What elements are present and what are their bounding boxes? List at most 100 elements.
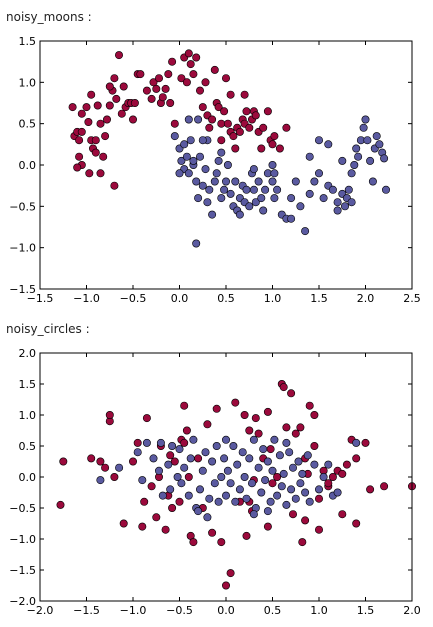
x-tick-label: 2.5: [403, 292, 421, 305]
data-point-0-1-48: [301, 227, 310, 236]
data-point-0-0-56: [205, 123, 214, 132]
data-point-1-0-59: [310, 442, 319, 451]
data-point-1-1-44: [261, 476, 270, 485]
data-point-1-0-0: [59, 457, 68, 466]
data-point-1-0-3: [96, 457, 105, 466]
data-point-0-1-37: [259, 206, 268, 215]
data-point-0-1-2: [177, 156, 186, 165]
data-point-0-0-49: [186, 60, 195, 69]
data-point-0-0-29: [129, 115, 138, 124]
data-point-0-0-60: [214, 103, 223, 112]
data-point-1-1-53: [282, 500, 291, 509]
data-point-1-0-60: [314, 494, 323, 503]
data-point-0-1-14: [205, 185, 214, 194]
data-point-1-1-21: [208, 457, 217, 466]
data-point-0-1-82: [192, 239, 201, 248]
data-point-0-0-47: [182, 78, 191, 87]
data-point-1-0-72: [352, 519, 361, 528]
data-point-1-1-71: [175, 445, 184, 454]
data-point-1-1-23: [212, 442, 221, 451]
data-point-0-0-93: [217, 136, 226, 145]
data-point-0-0-77: [259, 123, 268, 132]
caption-noisy-circles: noisy_circles :: [6, 322, 90, 336]
y-tick-label: 0.0: [19, 471, 37, 484]
data-point-1-1-49: [273, 491, 282, 500]
data-point-0-1-83: [235, 210, 244, 219]
data-point-0-1-92: [180, 140, 189, 149]
data-point-0-1-63: [354, 152, 363, 161]
data-point-1-1-25: [217, 473, 226, 482]
data-point-0-1-19: [217, 194, 226, 203]
x-tick-label: −0.5: [166, 604, 193, 617]
data-point-1-0-32: [217, 538, 226, 547]
data-point-0-1-81: [175, 169, 184, 178]
data-point-0-0-44: [170, 119, 179, 128]
data-point-1-1-67: [324, 460, 333, 469]
data-point-1-1-54: [285, 448, 294, 457]
data-point-0-0-6: [84, 118, 93, 127]
data-point-1-0-47: [268, 479, 277, 488]
data-point-0-1-91: [184, 115, 193, 124]
data-point-0-1-52: [319, 194, 328, 203]
x-tick-label: 0.0: [217, 604, 235, 617]
data-point-1-1-43: [259, 445, 268, 454]
scatter-plot-noisy-circles: −2.0 −1.5 −1.0 −0.5 0.0 0.5 1.0 1.5 2.0 2.0 1.5 1.0…: [9, 347, 420, 617]
x-tick-label: 0.5: [264, 604, 282, 617]
data-point-0-1-88: [203, 198, 212, 207]
data-point-1-0-31: [212, 404, 221, 413]
data-point-1-0-27: [194, 454, 203, 463]
data-point-0-1-4: [182, 152, 191, 161]
data-point-0-1-18: [214, 156, 223, 165]
data-point-0-0-5: [82, 103, 91, 112]
data-point-1-1-0: [96, 476, 105, 485]
data-point-1-0-66: [342, 460, 351, 469]
data-point-1-0-77: [138, 522, 147, 531]
data-point-0-1-17: [212, 169, 221, 178]
data-point-0-1-40: [268, 177, 277, 186]
data-point-1-1-37: [245, 454, 254, 463]
data-point-1-0-43: [254, 429, 263, 438]
data-point-1-1-69: [249, 510, 258, 519]
data-point-0-0-58: [210, 65, 219, 74]
data-point-1-1-62: [303, 451, 312, 460]
data-point-0-1-55: [333, 198, 342, 207]
data-point-0-0-19: [105, 101, 114, 110]
data-point-1-1-13: [184, 491, 193, 500]
data-point-1-1-5: [155, 466, 164, 475]
plot-frame: [39, 352, 413, 602]
x-tick-label: −1.5: [73, 604, 100, 617]
data-point-0-0-0: [68, 103, 77, 112]
data-point-0-0-53: [198, 103, 207, 112]
data-point-1-0-8: [129, 457, 138, 466]
data-point-1-0-51: [282, 423, 291, 432]
data-point-0-1-93: [194, 115, 203, 124]
data-point-0-0-54: [201, 78, 210, 87]
data-point-1-0-29: [203, 420, 212, 429]
data-point-1-1-10: [173, 473, 182, 482]
data-point-1-0-68: [361, 438, 370, 447]
data-point-1-0-48: [273, 473, 282, 482]
data-point-0-1-69: [368, 177, 377, 186]
data-point-1-1-50: [275, 451, 284, 460]
data-point-0-0-23: [115, 51, 124, 60]
data-point-1-0-33: [222, 581, 231, 590]
data-point-0-1-34: [251, 198, 260, 207]
data-point-0-1-0: [170, 132, 179, 141]
data-point-0-1-47: [296, 202, 305, 211]
data-point-0-0-84: [110, 181, 119, 190]
data-point-0-0-12: [73, 163, 82, 172]
x-tick-label: 1.0: [310, 604, 328, 617]
data-point-1-1-8: [166, 485, 175, 494]
data-point-0-1-15: [208, 210, 217, 219]
data-point-0-0-41: [164, 70, 173, 79]
data-point-1-1-14: [186, 454, 195, 463]
data-point-1-0-81: [101, 463, 110, 472]
y-tick-label: −1.5: [9, 564, 36, 577]
data-point-0-1-65: [359, 123, 368, 132]
data-point-0-1-94: [324, 140, 333, 149]
data-point-0-1-95: [347, 198, 356, 207]
x-tick-label: −1.0: [120, 604, 147, 617]
data-point-1-1-48: [270, 435, 279, 444]
data-point-1-1-18: [198, 466, 207, 475]
data-point-0-0-21: [110, 74, 119, 83]
